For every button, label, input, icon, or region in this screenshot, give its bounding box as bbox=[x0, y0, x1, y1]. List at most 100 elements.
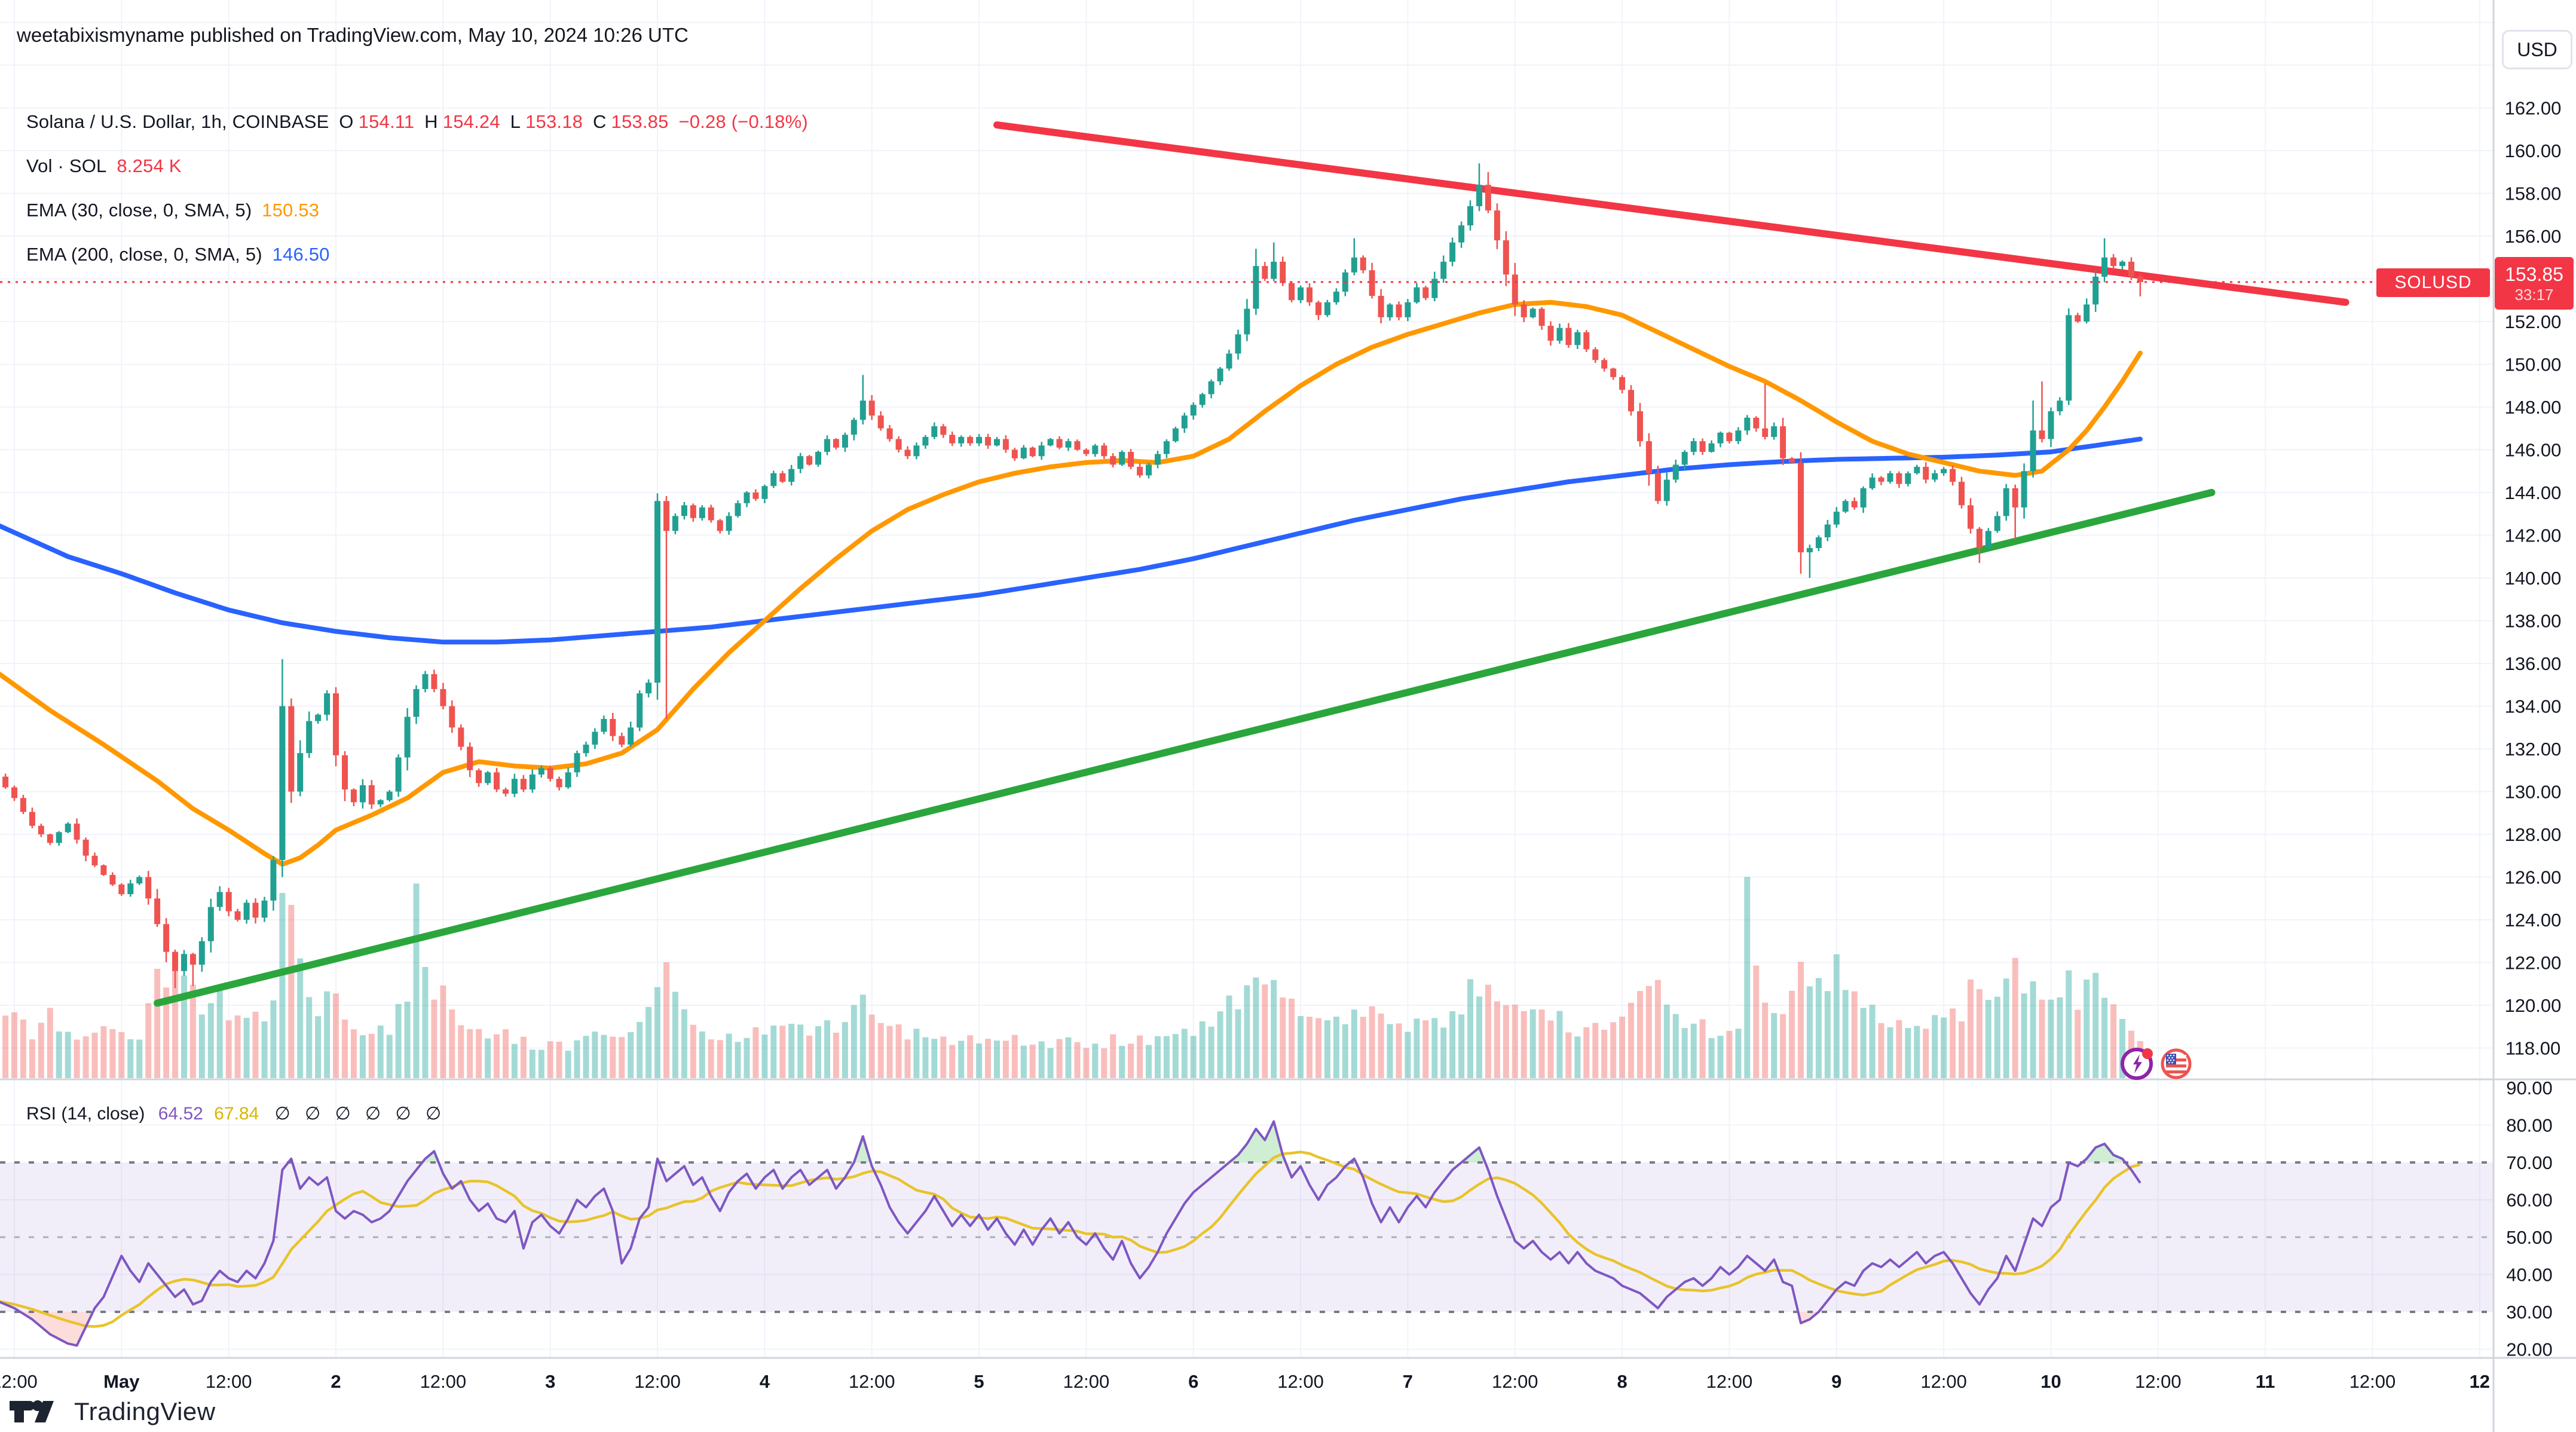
close-label: C bbox=[592, 111, 607, 132]
svg-text:142.00: 142.00 bbox=[2505, 525, 2562, 546]
svg-text:4: 4 bbox=[760, 1371, 770, 1392]
open-value: 154.11 bbox=[358, 111, 415, 132]
svg-text:118.00: 118.00 bbox=[2505, 1038, 2561, 1059]
bar-countdown: 33:17 bbox=[2514, 286, 2554, 304]
instrument-icons bbox=[2121, 1048, 2192, 1080]
open-label: O bbox=[339, 111, 354, 132]
trendline-ascending-support[interactable] bbox=[154, 489, 2216, 1007]
svg-text:150.00: 150.00 bbox=[2505, 354, 2562, 375]
svg-text:May: May bbox=[103, 1371, 140, 1392]
svg-text:50.00: 50.00 bbox=[2506, 1227, 2553, 1248]
svg-text:140.00: 140.00 bbox=[2505, 568, 2562, 589]
svg-text:12:00: 12:00 bbox=[1492, 1371, 1538, 1392]
svg-text:7: 7 bbox=[1403, 1371, 1413, 1392]
ema200-legend-row: EMA (200, close, 0, SMA, 5) 146.50 bbox=[26, 244, 335, 265]
svg-text:12:00: 12:00 bbox=[1277, 1371, 1324, 1392]
svg-text:160.00: 160.00 bbox=[2505, 140, 2562, 161]
svg-text:12: 12 bbox=[2470, 1371, 2490, 1392]
last-price-value: 153.85 bbox=[2505, 264, 2563, 285]
volume-legend-row: Vol · SOL 8.254 K bbox=[26, 155, 186, 177]
high-value: 154.24 bbox=[442, 111, 500, 132]
svg-text:12:00: 12:00 bbox=[1063, 1371, 1110, 1392]
svg-text:11: 11 bbox=[2256, 1371, 2275, 1392]
empty-plot-icon: ∅ bbox=[426, 1104, 442, 1124]
svg-text:12:00: 12:00 bbox=[1706, 1371, 1753, 1392]
rsi-label: RSI (14, close) bbox=[26, 1104, 145, 1124]
change-value: −0.28 (−0.18%) bbox=[678, 111, 808, 132]
svg-text:144.00: 144.00 bbox=[2505, 482, 2562, 503]
svg-text:12:00: 12:00 bbox=[1920, 1371, 1967, 1392]
symbol-tag-text: SOLUSD bbox=[2394, 273, 2472, 292]
ema30-label: EMA (30, close, 0, SMA, 5) bbox=[26, 200, 252, 221]
volume-bars bbox=[2, 877, 2143, 1078]
svg-text:138.00: 138.00 bbox=[2505, 611, 2562, 632]
price-axis-currency-badge[interactable]: USD bbox=[2502, 30, 2572, 69]
price-axis-labels[interactable]: 162.00 160.00 158.00 156.00 152.00 150.00 148.… bbox=[2505, 98, 2562, 1360]
rsi-ma-value: 67.84 bbox=[214, 1104, 259, 1124]
svg-text:60.00: 60.00 bbox=[2506, 1190, 2553, 1211]
svg-text:90.00: 90.00 bbox=[2506, 1078, 2553, 1099]
time-axis-labels[interactable]: 12:00 May 12:00 2 12:00 3 12:00 4 12:00 5 12:00 6 12… bbox=[0, 1371, 2490, 1392]
usd-flag-icon bbox=[2161, 1048, 2192, 1079]
symbol-legend-row: Solana / U.S. Dollar, 1h, COINBASE O 154.… bbox=[26, 111, 813, 133]
candlesticks bbox=[2, 163, 2143, 989]
svg-text:124.00: 124.00 bbox=[2505, 910, 2562, 931]
svg-text:162.00: 162.00 bbox=[2505, 98, 2562, 119]
volume-label: Vol · SOL bbox=[26, 155, 107, 176]
ema200-value: 146.50 bbox=[272, 244, 330, 265]
svg-text:8: 8 bbox=[1617, 1371, 1627, 1392]
svg-text:130.00: 130.00 bbox=[2505, 782, 2562, 803]
empty-plot-icon: ∅ bbox=[274, 1104, 290, 1124]
svg-text:80.00: 80.00 bbox=[2506, 1115, 2553, 1136]
empty-plot-icon: ∅ bbox=[365, 1104, 381, 1124]
last-price-label: 153.85 33:17 bbox=[2495, 257, 2574, 310]
svg-text:152.00: 152.00 bbox=[2505, 311, 2562, 332]
sol-icon bbox=[2121, 1048, 2153, 1080]
svg-text:70.00: 70.00 bbox=[2506, 1152, 2553, 1173]
currency-label: USD bbox=[2517, 38, 2557, 60]
ema30-value: 150.53 bbox=[262, 200, 320, 221]
volume-value: 8.254 K bbox=[117, 155, 182, 176]
trendline-descending-resistance[interactable] bbox=[993, 121, 2349, 306]
svg-text:40.00: 40.00 bbox=[2506, 1265, 2553, 1286]
rsi-line bbox=[0, 1120, 2141, 1347]
empty-plot-icon: ∅ bbox=[395, 1104, 411, 1124]
svg-text:10: 10 bbox=[2040, 1371, 2061, 1392]
svg-text:5: 5 bbox=[974, 1371, 984, 1392]
svg-text:20.00: 20.00 bbox=[2506, 1339, 2553, 1360]
rsi-value: 64.52 bbox=[158, 1104, 203, 1124]
svg-text:126.00: 126.00 bbox=[2505, 867, 2562, 888]
svg-text:158.00: 158.00 bbox=[2505, 183, 2562, 204]
ema30-legend-row: EMA (30, close, 0, SMA, 5) 150.53 bbox=[26, 200, 324, 221]
svg-text:12:00: 12:00 bbox=[0, 1371, 38, 1392]
low-label: L bbox=[510, 111, 521, 132]
empty-plot-icon: ∅ bbox=[335, 1104, 351, 1124]
svg-text:136.00: 136.00 bbox=[2505, 653, 2562, 674]
rsi-legend-row: RSI (14, close) 64.52 67.84 ∅ ∅ ∅ ∅ ∅ ∅ bbox=[26, 1103, 451, 1124]
svg-text:156.00: 156.00 bbox=[2505, 226, 2562, 247]
svg-text:120.00: 120.00 bbox=[2505, 995, 2562, 1016]
rsi-ma-line bbox=[0, 1151, 2141, 1328]
ema30-line bbox=[0, 299, 2143, 867]
symbol-price-tag: SOLUSD bbox=[2376, 268, 2490, 297]
svg-text:2: 2 bbox=[331, 1371, 341, 1392]
svg-text:6: 6 bbox=[1188, 1371, 1198, 1392]
svg-text:12:00: 12:00 bbox=[420, 1371, 467, 1392]
high-label: H bbox=[424, 111, 438, 132]
tradingview-logo[interactable]: TradingView bbox=[10, 1396, 216, 1427]
published-byline: weetabixismyname published on TradingVie… bbox=[17, 24, 689, 46]
svg-text:12:00: 12:00 bbox=[2349, 1371, 2396, 1392]
svg-text:12:00: 12:00 bbox=[206, 1371, 252, 1392]
symbol-title: Solana / U.S. Dollar, 1h, COINBASE bbox=[26, 111, 329, 132]
tradingview-mark-icon bbox=[10, 1400, 54, 1422]
low-value: 153.18 bbox=[525, 111, 583, 132]
tradingview-logo-text: TradingView bbox=[74, 1397, 216, 1425]
svg-text:12:00: 12:00 bbox=[2135, 1371, 2182, 1392]
close-value: 153.85 bbox=[611, 111, 669, 132]
svg-text:12:00: 12:00 bbox=[849, 1371, 895, 1392]
svg-text:3: 3 bbox=[545, 1371, 555, 1392]
rsi-band bbox=[0, 1162, 2494, 1312]
svg-text:12:00: 12:00 bbox=[634, 1371, 681, 1392]
